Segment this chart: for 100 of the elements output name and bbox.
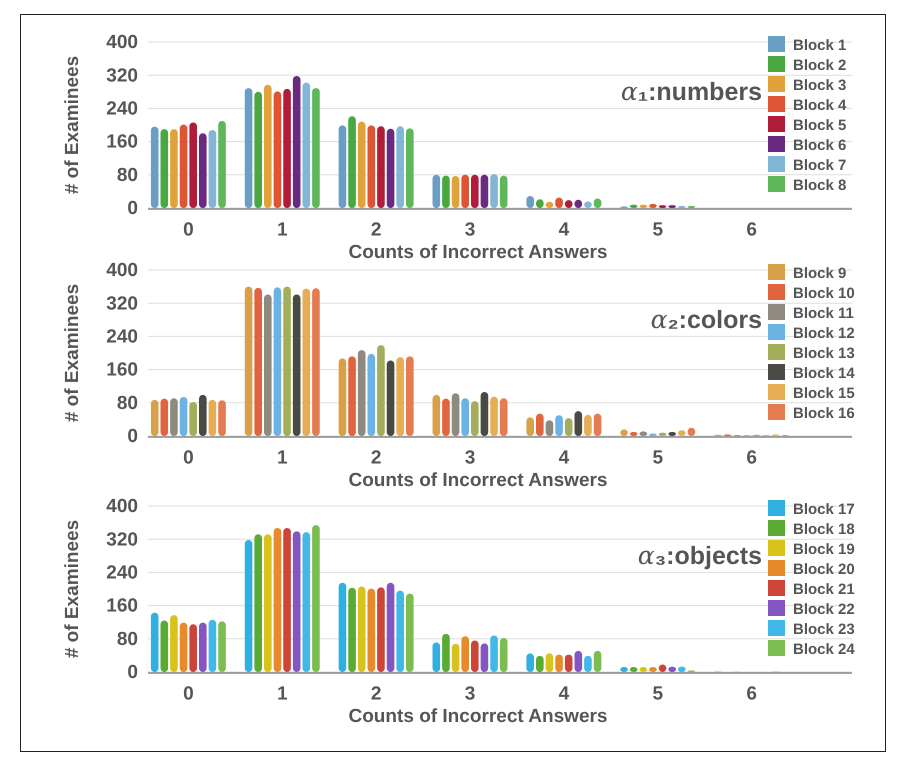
bar [189, 402, 197, 436]
x-tick-label: 4 [558, 447, 570, 468]
legend-label: Block 3 [793, 77, 846, 94]
y-tick-label: 0 [127, 662, 138, 684]
bar [160, 620, 168, 672]
x-tick-label: 6 [746, 683, 757, 704]
x-tick-label: 1 [276, 447, 288, 468]
y-tick-label: 400 [106, 260, 138, 282]
bar [189, 122, 197, 208]
bar [564, 418, 572, 436]
bar [348, 356, 356, 436]
bar [546, 653, 554, 672]
bar [160, 398, 168, 436]
bar [396, 590, 404, 672]
x-axis-title: Counts of Incorrect Answers [348, 242, 608, 263]
bar [406, 356, 414, 436]
bar [348, 116, 356, 208]
bar [218, 120, 226, 208]
bar [452, 644, 460, 672]
bar [274, 91, 282, 208]
y-tick-label: 320 [106, 293, 138, 314]
bar [461, 636, 469, 672]
x-tick-label: 4 [558, 219, 570, 240]
legend-label: Block 11 [793, 305, 854, 322]
bar [302, 82, 310, 208]
x-tick-label: 5 [652, 219, 664, 240]
bar [312, 525, 320, 672]
y-tick-label: 160 [106, 132, 138, 153]
bar [198, 133, 207, 208]
x-tick-label: 2 [370, 683, 382, 704]
bar [283, 286, 291, 436]
bar [377, 126, 385, 208]
bar [584, 414, 592, 436]
bar [500, 398, 508, 436]
bar [302, 532, 310, 672]
bar [208, 130, 216, 208]
legend-label: Block 8 [793, 177, 846, 194]
bar [283, 528, 291, 672]
bar [490, 635, 498, 672]
x-tick-label: 0 [183, 447, 194, 468]
bar [170, 615, 178, 672]
bar [274, 528, 282, 672]
y-tick-label: 80 [116, 628, 138, 650]
bar [254, 288, 262, 436]
bar [218, 400, 226, 436]
bar [264, 84, 272, 208]
bar [432, 642, 440, 672]
bar [442, 398, 450, 436]
bar [358, 122, 366, 208]
bar [461, 398, 469, 436]
legend-label: Block 17 [793, 501, 855, 518]
bar [180, 124, 188, 208]
bar [312, 88, 320, 208]
legend-label: Block 4 [793, 97, 848, 114]
y-tick-label: 320 [106, 65, 138, 86]
legend-label: Block 2 [793, 57, 846, 74]
bar [292, 531, 300, 672]
y-tick-label: 400 [106, 496, 138, 518]
x-tick-label: 3 [464, 683, 476, 704]
bar [500, 176, 508, 208]
bar [150, 400, 158, 436]
text: α₃:objects [638, 541, 762, 570]
bar [254, 92, 262, 208]
bar [442, 176, 450, 208]
bar [368, 354, 376, 436]
bar [452, 176, 460, 208]
legend-label: Block 10 [793, 285, 855, 302]
x-axis-title: Counts of Incorrect Answers [348, 706, 608, 727]
x-tick-label: 5 [652, 447, 664, 468]
bar [312, 288, 320, 436]
bar [406, 128, 414, 208]
bar [386, 360, 394, 436]
legend-label: Block 24 [793, 641, 856, 658]
bar [198, 622, 207, 672]
legend-label: Block 22 [793, 601, 855, 618]
bar [292, 76, 300, 208]
bar [377, 587, 385, 672]
legend-label: Block 20 [793, 561, 855, 578]
bar [208, 400, 216, 436]
bar [526, 417, 534, 436]
bar [180, 622, 188, 672]
legend-label: Block 13 [793, 345, 855, 362]
y-tick-label: 80 [116, 392, 138, 414]
x-tick-label: 4 [558, 683, 570, 704]
y-axis-title: # of Examinees [62, 284, 83, 422]
bar [283, 88, 291, 208]
bar [536, 414, 544, 436]
bar [526, 653, 534, 672]
x-tick-label: 6 [746, 447, 757, 468]
bar [358, 586, 366, 672]
y-tick-label: 160 [106, 596, 138, 617]
bar [150, 126, 158, 208]
y-tick-label: 0 [127, 426, 138, 448]
bar [432, 394, 440, 436]
bar [160, 129, 168, 208]
bar [180, 396, 188, 436]
legend-label: Block 1 [793, 37, 846, 54]
x-tick-label: 1 [276, 219, 288, 240]
bar [386, 582, 394, 672]
bar [150, 612, 158, 672]
